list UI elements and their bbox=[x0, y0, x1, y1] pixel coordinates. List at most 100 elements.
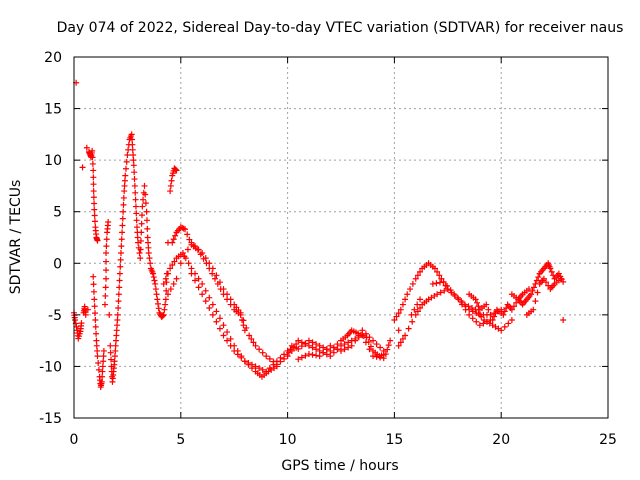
data-point bbox=[348, 342, 355, 349]
data-point bbox=[113, 327, 120, 334]
data-point bbox=[155, 300, 162, 307]
data-point bbox=[352, 337, 359, 344]
data-point bbox=[370, 353, 377, 360]
data-point bbox=[95, 366, 102, 373]
data-point bbox=[492, 310, 499, 317]
data-point bbox=[90, 194, 97, 201]
data-point bbox=[131, 176, 138, 183]
data-point bbox=[179, 224, 186, 231]
data-point bbox=[130, 151, 137, 158]
data-point bbox=[181, 253, 188, 260]
data-point bbox=[92, 310, 99, 317]
data-point bbox=[152, 280, 159, 287]
data-point bbox=[309, 351, 316, 358]
data-point bbox=[266, 365, 273, 372]
data-point bbox=[530, 306, 537, 313]
plot-frame bbox=[73, 56, 609, 419]
data-point bbox=[72, 317, 79, 324]
data-point bbox=[154, 296, 161, 303]
data-point bbox=[454, 294, 461, 301]
data-point bbox=[224, 329, 231, 336]
data-point bbox=[409, 280, 416, 287]
data-point bbox=[91, 206, 98, 213]
data-point bbox=[391, 317, 398, 324]
data-point bbox=[137, 246, 144, 253]
data-point bbox=[144, 225, 151, 232]
data-point bbox=[92, 323, 99, 330]
data-point bbox=[320, 349, 327, 356]
data-point bbox=[186, 236, 193, 243]
y-tick-label: 20 bbox=[44, 50, 62, 66]
data-point bbox=[263, 368, 270, 375]
data-point bbox=[100, 353, 107, 360]
y-tick-label: 10 bbox=[44, 153, 62, 169]
data-point bbox=[121, 188, 128, 195]
data-point bbox=[114, 317, 121, 324]
data-point bbox=[144, 234, 151, 241]
data-point bbox=[128, 131, 135, 138]
data-point bbox=[309, 339, 316, 346]
data-point bbox=[173, 167, 180, 174]
data-point bbox=[145, 244, 152, 251]
data-point bbox=[399, 335, 406, 342]
data-point bbox=[417, 268, 424, 275]
data-point bbox=[115, 291, 122, 298]
data-point bbox=[483, 301, 490, 308]
data-point bbox=[408, 311, 415, 318]
data-point bbox=[543, 279, 550, 286]
data-point bbox=[202, 287, 209, 294]
data-point bbox=[533, 277, 540, 284]
data-point bbox=[359, 327, 366, 334]
data-point bbox=[206, 260, 213, 267]
grid-layer bbox=[74, 57, 608, 418]
data-point bbox=[134, 234, 141, 241]
data-point bbox=[90, 181, 97, 188]
data-point bbox=[447, 287, 454, 294]
data-point bbox=[188, 270, 195, 277]
data-point bbox=[284, 353, 291, 360]
x-tick-label: 0 bbox=[70, 432, 79, 448]
data-point bbox=[164, 270, 171, 277]
data-point bbox=[118, 243, 125, 250]
data-point bbox=[114, 322, 121, 329]
data-point bbox=[188, 265, 195, 272]
data-point bbox=[451, 291, 458, 298]
data-point bbox=[532, 298, 539, 305]
data-point bbox=[137, 255, 144, 262]
data-point bbox=[111, 358, 118, 365]
data-point bbox=[129, 141, 136, 148]
data-point bbox=[138, 229, 145, 236]
data-point bbox=[116, 277, 123, 284]
data-point bbox=[338, 342, 344, 349]
data-point bbox=[305, 337, 312, 344]
data-point bbox=[231, 347, 238, 354]
data-point bbox=[115, 298, 122, 305]
data-point bbox=[108, 356, 115, 363]
data-point bbox=[366, 346, 373, 353]
data-point bbox=[150, 270, 157, 277]
data-point bbox=[397, 306, 404, 313]
data-point bbox=[118, 236, 125, 243]
data-point bbox=[436, 272, 443, 279]
x-tick-label: 5 bbox=[176, 432, 185, 448]
data-point bbox=[131, 169, 138, 176]
data-point bbox=[302, 352, 309, 359]
data-point bbox=[277, 358, 284, 365]
data-point bbox=[160, 312, 166, 319]
data-point bbox=[167, 182, 174, 189]
y-tick-label: -10 bbox=[39, 359, 62, 375]
data-point bbox=[305, 342, 312, 349]
data-point bbox=[93, 337, 100, 344]
data-point bbox=[132, 196, 139, 203]
data-point bbox=[366, 334, 373, 341]
data-point bbox=[469, 315, 476, 322]
data-point bbox=[478, 313, 485, 320]
data-point bbox=[237, 309, 244, 316]
data-point bbox=[224, 337, 231, 344]
data-point bbox=[162, 275, 169, 282]
data-point bbox=[177, 260, 184, 267]
data-point bbox=[94, 353, 101, 360]
data-point bbox=[116, 284, 123, 291]
data-point bbox=[248, 335, 255, 342]
